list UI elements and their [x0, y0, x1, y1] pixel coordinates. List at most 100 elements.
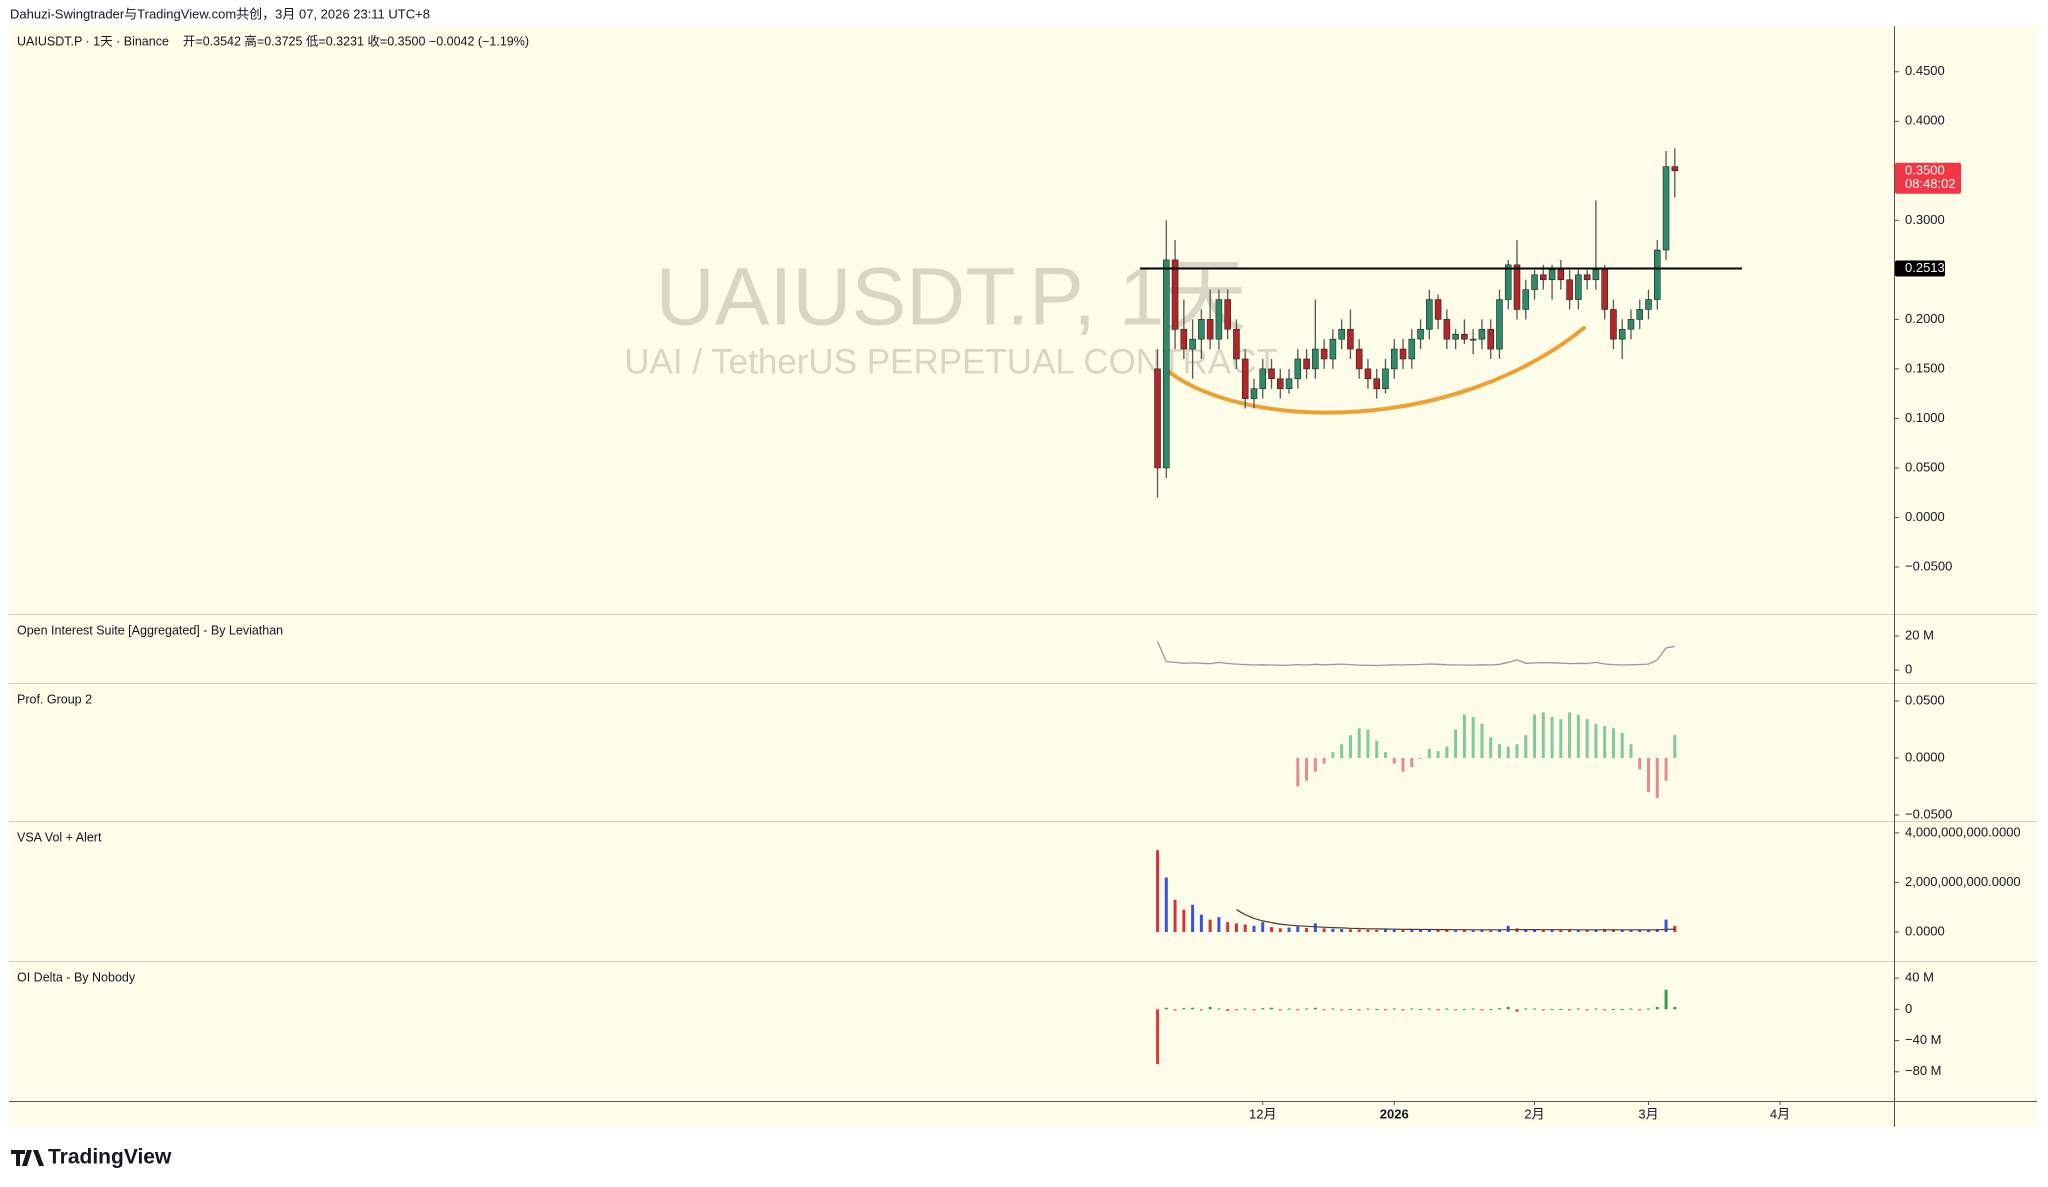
histogram-bar [1664, 989, 1668, 1010]
volume-bar [1305, 928, 1309, 933]
histogram-bar [1401, 757, 1405, 772]
cup-curve [1167, 326, 1586, 415]
candle-body [1268, 368, 1275, 380]
histogram-bar [1156, 1009, 1160, 1064]
candle-body [1312, 348, 1319, 370]
candle-body [1233, 328, 1240, 360]
histogram-bar [1515, 744, 1519, 758]
last-price-box [1895, 162, 1961, 194]
histogram-bar [1392, 1008, 1396, 1010]
candle-body [1215, 299, 1223, 340]
histogram-bar [1471, 716, 1475, 758]
candle-body [1636, 309, 1644, 320]
candle-body [1583, 274, 1591, 281]
histogram-bar [1629, 1008, 1633, 1010]
histogram-bar [1348, 735, 1352, 758]
histogram-bar [1357, 728, 1361, 758]
candle-body [1373, 378, 1381, 389]
histogram-bar [1655, 1006, 1659, 1010]
y-tick-label: 0.2000 [1905, 311, 1945, 326]
histogram-bar [1647, 757, 1651, 793]
histogram-bar [1585, 719, 1589, 758]
histogram-bar [1603, 1009, 1607, 1011]
candle-body [1417, 328, 1424, 340]
candle-body [1198, 319, 1205, 340]
volume-bar [1559, 930, 1563, 933]
volume-bar [1252, 925, 1256, 933]
histogram-bar [1673, 1006, 1677, 1010]
candle-body [1653, 249, 1661, 300]
symbol-legend: UAIUSDT.P · 1天 · Binance [17, 34, 169, 48]
volume-bar [1278, 928, 1282, 933]
volume-bar [1673, 925, 1677, 933]
y-tick-label: 0.0500 [1905, 692, 1945, 707]
volume-bar [1620, 930, 1624, 933]
pane-separators [9, 614, 2037, 962]
volume-bar [1191, 904, 1195, 933]
volume-bar [1392, 929, 1396, 933]
histogram-bar [1506, 746, 1510, 758]
y-tick-label: 0 [1905, 1001, 1912, 1016]
last-price-label: 0.3500 [1905, 163, 1945, 178]
volume-bar [1489, 930, 1493, 933]
histogram-bar [1313, 757, 1317, 772]
y-tick-label: 0.0000 [1905, 923, 1945, 938]
histogram-bar [1436, 1009, 1440, 1011]
candle-body [1338, 328, 1345, 340]
y-tick-label: 0.1000 [1905, 410, 1945, 425]
histogram-bar [1410, 1008, 1414, 1010]
histogram-bar [1445, 1008, 1449, 1010]
pane-title: Open Interest Suite [Aggregated] - By Le… [17, 623, 283, 637]
volume-bar [1243, 924, 1247, 933]
volume-bar [1199, 914, 1203, 933]
y-tick-label: 0.4000 [1905, 113, 1945, 128]
histogram-bar [1559, 719, 1563, 758]
histogram-bar [1585, 1009, 1589, 1011]
candle-body [1180, 328, 1188, 350]
candle-body [1618, 328, 1626, 340]
histogram-bar [1541, 1009, 1545, 1011]
x-tick-label: 4月 [1770, 1106, 1790, 1121]
histogram-bar [1471, 1008, 1475, 1010]
volume-bar [1585, 930, 1589, 933]
candle-body [1645, 299, 1652, 310]
histogram-bar [1331, 752, 1335, 758]
candle-body [1662, 166, 1670, 251]
volume-bar [1462, 930, 1466, 933]
chart-background [9, 26, 2037, 1127]
countdown: 08:48:02 [1905, 176, 1956, 191]
histogram-bar [1489, 737, 1493, 758]
volume-bar [1410, 929, 1414, 933]
volume-bar [1234, 923, 1238, 933]
candle-body [1610, 309, 1617, 340]
histogram-bar [1462, 714, 1466, 758]
candle-body [1513, 264, 1521, 310]
candle-body [1259, 368, 1267, 389]
y-tick-label: 0.4500 [1905, 63, 1945, 78]
x-tick-label: 12月 [1249, 1106, 1276, 1121]
candle-body [1320, 348, 1328, 360]
y-tick-label: 0.0500 [1905, 459, 1945, 474]
histogram-bar [1673, 735, 1677, 758]
candle-body [1206, 319, 1214, 340]
histogram-bar [1375, 740, 1379, 758]
histogram-bar [1164, 1007, 1168, 1010]
candle-body [1531, 274, 1538, 290]
histogram-bar [1270, 1007, 1274, 1010]
y-tick-label: −0.0500 [1905, 806, 1952, 821]
candle-body [1469, 338, 1477, 341]
y-tick-label: 0.0000 [1905, 749, 1945, 764]
histogram-bar [1559, 1008, 1563, 1010]
y-tick-label: 0.3000 [1905, 212, 1945, 227]
candle-body [1399, 348, 1407, 360]
volume-bar [1638, 930, 1642, 933]
volume-bar [1454, 930, 1458, 933]
histogram-bar [1611, 728, 1615, 758]
histogram-bar [1489, 1008, 1493, 1010]
candle-body [1575, 274, 1582, 300]
volume-ma-line [1236, 909, 1675, 931]
candle-body [1364, 368, 1372, 380]
histogram-bar [1638, 1009, 1642, 1011]
volume-bar [1524, 929, 1528, 933]
histogram-bar [1462, 1008, 1466, 1010]
